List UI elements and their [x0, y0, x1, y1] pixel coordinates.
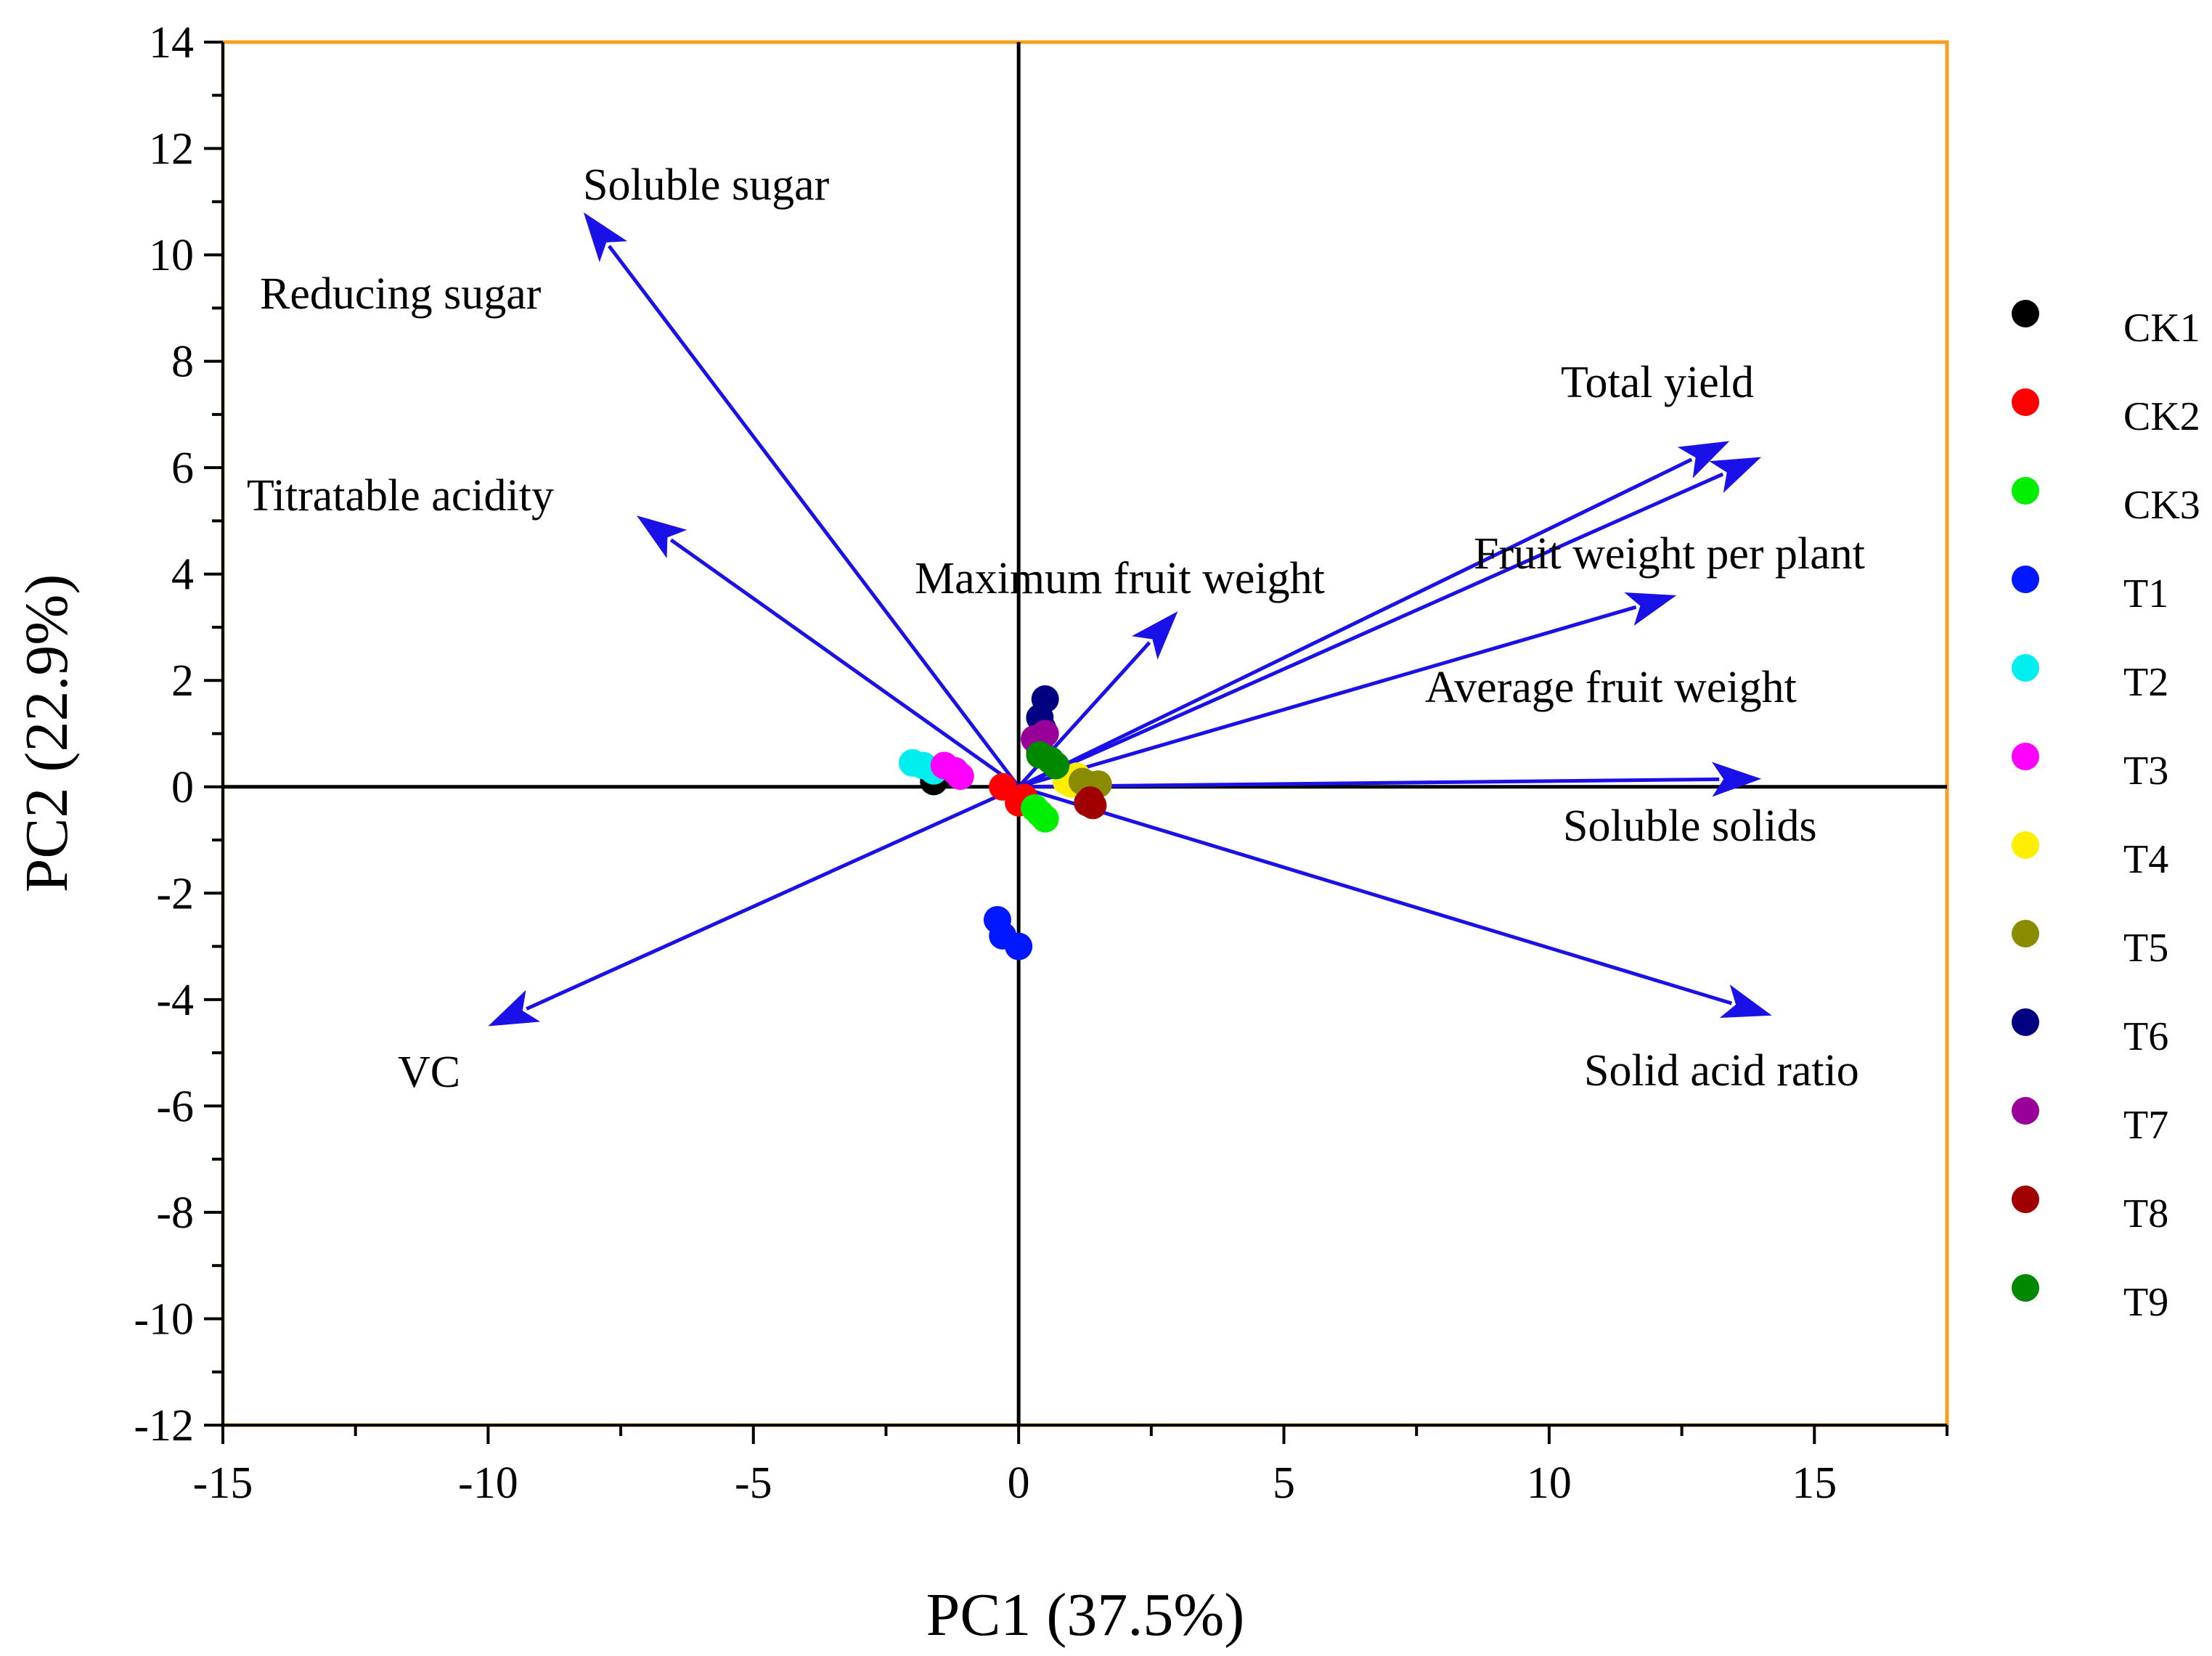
score-points — [899, 685, 1112, 960]
y-tick-label: 0 — [171, 763, 194, 812]
legend-label: T6 — [2123, 1014, 2168, 1059]
loading-label: Soluble sugar — [583, 160, 830, 210]
x-tick-label: 10 — [1527, 1459, 1572, 1508]
y-tick-label: -4 — [156, 976, 194, 1025]
loading-vector — [637, 515, 1020, 788]
loading-vector-arrowhead — [1719, 984, 1772, 1018]
loading-label: Fruit weight per plant — [1474, 529, 1865, 579]
loading-vector-line — [1018, 457, 1693, 789]
y-axis-title: PC2 (22.9%) — [13, 574, 81, 893]
score-point-ck3 — [1021, 794, 1049, 823]
y-tick-label: 12 — [149, 125, 194, 174]
loading-vector-arrowhead — [583, 212, 628, 263]
legend-label: CK2 — [2123, 394, 2200, 439]
legend-marker-t7 — [2012, 1097, 2039, 1125]
loading-vector — [488, 785, 1020, 1027]
legend-marker-t6 — [2012, 1008, 2039, 1036]
loading-label: Solid acid ratio — [1584, 1046, 1859, 1096]
loading-vector-line — [1018, 605, 1637, 789]
loading-vector-line — [669, 538, 1020, 788]
x-axis-title: PC1 (37.5%) — [926, 1581, 1245, 1649]
legend-label: T3 — [2123, 749, 2168, 794]
score-point-t3 — [941, 756, 969, 785]
loading-vector-arrowhead — [1677, 441, 1730, 478]
loading-label: Soluble solids — [1563, 802, 1817, 851]
y-tick-label: 14 — [149, 18, 194, 68]
y-tick-label: -6 — [156, 1082, 194, 1131]
y-tick-label: 2 — [171, 656, 194, 706]
y-tick-label: -10 — [134, 1294, 194, 1344]
y-tick-label: 6 — [171, 444, 194, 493]
loading-vector-arrowhead — [488, 990, 541, 1027]
x-tick-label: -15 — [193, 1459, 253, 1508]
loading-label: Average fruit weight — [1425, 663, 1797, 712]
x-tick-label: -10 — [458, 1459, 518, 1508]
score-point-t7 — [1031, 719, 1059, 748]
y-tick-label: 10 — [149, 231, 194, 280]
y-tick-label: 8 — [171, 338, 194, 387]
y-tick-label: -2 — [156, 869, 194, 918]
y-tick-label: -8 — [156, 1188, 194, 1238]
legend-label: T9 — [2123, 1280, 2168, 1325]
legend-marker-t8 — [2012, 1186, 2039, 1213]
x-tick-label: 0 — [1008, 1459, 1030, 1508]
legend-marker-t1 — [2012, 566, 2039, 593]
legend-marker-t5 — [2012, 920, 2039, 947]
loading-label: Total yield — [1561, 358, 1754, 407]
legend: CK1 CK2 CK3 T1 T2 T3 T4 T5 T6 T7 T8 T9 — [2012, 300, 2200, 1325]
legend-label: T8 — [2123, 1191, 2168, 1236]
loading-vectors — [488, 212, 1772, 1027]
loading-vector — [583, 212, 1021, 788]
loading-label: Reducing sugar — [260, 269, 542, 319]
y-tick-label: -12 — [134, 1401, 194, 1451]
loading-vector-line — [1019, 777, 1720, 789]
plot-frame — [221, 40, 1949, 1427]
y-axis: -12 -10 -8 -6 -4 -2 0 2 4 6 8 10 12 14 — [134, 18, 224, 1451]
legend-label: T2 — [2123, 660, 2168, 705]
score-point-t9 — [1042, 751, 1070, 780]
legend-label: T7 — [2123, 1103, 2168, 1148]
loading-vector-line — [526, 785, 1020, 1011]
loading-label: VC — [398, 1048, 460, 1097]
legend-label: CK3 — [2123, 483, 2200, 528]
loading-vector-arrowhead — [1624, 592, 1677, 626]
loading-vector-line — [1018, 785, 1733, 1006]
legend-label: T5 — [2123, 926, 2168, 971]
loading-label: Maximum fruit weight — [915, 554, 1325, 603]
x-tick-label: -5 — [735, 1459, 772, 1508]
legend-marker-t3 — [2012, 743, 2039, 770]
x-tick-label: 15 — [1792, 1459, 1837, 1508]
loading-vector — [1018, 785, 1772, 1018]
legend-marker-ck3 — [2012, 477, 2039, 505]
legend-marker-ck1 — [2012, 300, 2039, 327]
loading-vector — [1018, 441, 1730, 789]
score-point-t8 — [1076, 786, 1104, 815]
loading-label: Titratable acidity — [247, 471, 554, 521]
legend-marker-ck2 — [2012, 388, 2039, 416]
y-tick-label: 4 — [171, 550, 194, 600]
loading-vector-arrowhead — [1131, 611, 1178, 660]
loading-vector — [1018, 592, 1677, 789]
loading-labels: Soluble sugar Reducing sugar Titratable ac… — [247, 160, 1865, 1097]
legend-label: T1 — [2123, 571, 2168, 616]
legend-label: CK1 — [2123, 306, 2200, 351]
loading-vector — [1019, 762, 1762, 797]
legend-marker-t2 — [2012, 654, 2039, 682]
loading-vector-arrowhead — [1709, 457, 1762, 493]
zero-lines — [223, 42, 1947, 1425]
x-axis: -15 -10 -5 0 5 10 15 — [193, 1424, 1948, 1508]
score-point-t1 — [1005, 932, 1033, 960]
x-tick-label: 5 — [1273, 1459, 1295, 1508]
loading-vector-arrowhead — [637, 515, 687, 558]
legend-marker-t9 — [2012, 1274, 2039, 1302]
loading-vector-arrowhead — [1712, 762, 1762, 797]
loading-vector-line — [607, 245, 1021, 788]
loading-vector — [1018, 457, 1762, 789]
legend-marker-t4 — [2012, 831, 2039, 859]
legend-label: T4 — [2123, 837, 2168, 882]
loading-vector-line — [1018, 472, 1724, 789]
